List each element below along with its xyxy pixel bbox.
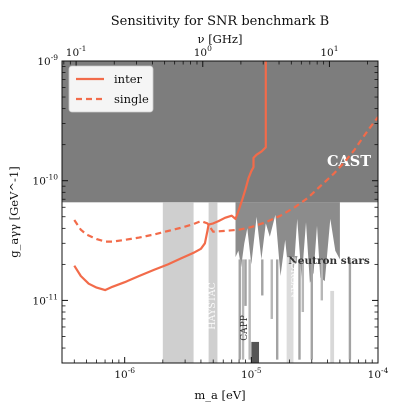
- annotation-haystac: HAYSTAC: [207, 282, 218, 330]
- region-spike: [310, 259, 313, 360]
- region-neutron-stars: [235, 202, 340, 283]
- region-light-band: [286, 257, 294, 363]
- region-spike: [320, 259, 324, 301]
- top-axis-label: ν [GHz]: [198, 32, 243, 46]
- x-tick-label: 10-4: [368, 366, 389, 381]
- annotation-admx: ADMX: [146, 294, 157, 328]
- region-spike: [270, 259, 273, 319]
- x-tick-label: 10-6: [114, 366, 135, 381]
- region-spike: [298, 259, 301, 360]
- top-tick-label: 100: [194, 44, 212, 59]
- top-tick-label: 10-1: [66, 44, 87, 59]
- series-line-inter: [73, 61, 267, 292]
- region-haystac: [208, 202, 218, 363]
- annotation-neutron-stars: Neutron stars: [288, 255, 370, 267]
- legend-box: [68, 65, 154, 113]
- annotation-organ: ORGAN: [288, 262, 298, 298]
- y-axis-label: g_aγγ [GeV^-1]: [7, 166, 21, 257]
- y-tick-label: 10-9: [37, 53, 58, 68]
- plot-frame: [61, 60, 379, 364]
- region-spike: [261, 259, 264, 296]
- region-spike: [241, 259, 245, 360]
- region-labels: CAST Neutron stars ADMX HAYSTAC CAPP ORGAN QUA…: [146, 153, 371, 341]
- region-spike: [348, 259, 352, 360]
- region-spike: [248, 259, 251, 360]
- annotation-cast: CAST: [327, 153, 371, 170]
- chart-title: Sensitivity for SNR benchmark B: [111, 14, 329, 29]
- region-spike: [238, 259, 241, 360]
- y-tick-label: 10-11: [33, 292, 58, 307]
- region-capp: [251, 341, 260, 363]
- region-spike: [301, 259, 305, 313]
- legend-label-single: single: [114, 92, 149, 106]
- legend-label-inter: inter: [114, 72, 143, 86]
- plot-area: CAST Neutron stars ADMX HAYSTAC CAPP ORGAN QUA…: [62, 61, 378, 363]
- y-tick-label: 10-10: [33, 173, 59, 188]
- x-tick-label: 10-5: [241, 366, 262, 381]
- annotation-quax: QUAX: [338, 306, 348, 334]
- annotation-capp: CAPP: [240, 315, 250, 341]
- legend: inter single: [68, 65, 154, 113]
- series-line-single: [73, 116, 378, 243]
- top-tick-label: 101: [320, 44, 338, 59]
- series-lines: [73, 61, 378, 292]
- region-quax: [330, 290, 335, 363]
- axis-ticks: 10-6 10-5 10-4 10-11 10-10 10-9 10-1 100 101: [33, 44, 389, 381]
- region-spike: [244, 259, 247, 306]
- region-spike: [275, 259, 279, 360]
- x-axis-label: m_a [eV]: [194, 388, 245, 402]
